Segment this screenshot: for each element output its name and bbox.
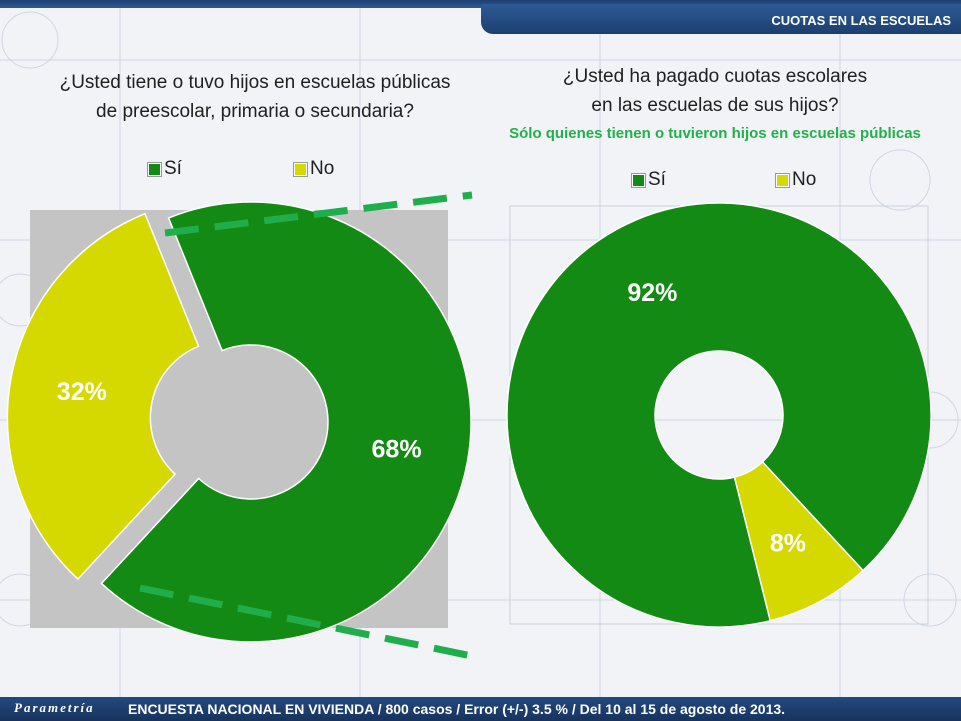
connector-line-top [164,191,473,237]
right-legend-yes-label: Sí [648,169,666,190]
connector-line-bottom [139,584,473,660]
right-chart-slice-yes [506,202,932,628]
left-chart-slice-yes [100,201,472,643]
left-legend-yes: Sí [148,158,182,180]
right-question-line-2: en las escuelas de sus hijos? [591,95,839,116]
right-subtitle: Sólo quienes tienen o tuvieron hijos en … [509,125,921,142]
right-chart-label-no: 8% [770,530,806,558]
footer-brand-logo: Parametría [14,700,95,715]
left-legend-no-label: No [310,158,335,179]
left-question: ¿Usted tiene o tuvo hijos en escuelas pú… [20,68,490,126]
legend-swatch-no [294,162,307,176]
left-chart-label-yes: 68% [372,436,422,464]
left-legend-yes-label: Sí [164,158,182,179]
left-chart-label-no: 32% [57,378,107,406]
right-legend-no-label: No [792,169,817,190]
right-donut-chart: 92% 8% [506,202,932,628]
legend-swatch-yes [632,173,645,187]
top-accent-bar [0,0,961,8]
left-legend-no: No [294,158,334,180]
right-question-line-1: ¿Usted ha pagado cuotas escolares [562,66,868,87]
left-donut-chart: 68% 32% [6,201,472,643]
left-question-line-1: ¿Usted tiene o tuvo hijos en escuelas pú… [59,72,451,93]
right-legend-yes: Sí [632,169,666,191]
footer-bar: Parametría ENCUESTA NACIONAL EN VIVIENDA… [0,697,961,721]
title-tab: CUOTAS EN LAS ESCUELAS [481,4,961,34]
right-question: ¿Usted ha pagado cuotas escolares en las… [485,62,945,120]
legend-swatch-no [776,173,789,187]
left-chart-slice-no [6,212,200,581]
footer-text: ENCUESTA NACIONAL EN VIVIENDA / 800 caso… [128,701,786,717]
right-chart-label-yes: 92% [627,279,677,307]
left-question-line-2: de preescolar, primaria o secundaria? [96,101,414,122]
right-legend-no: No [776,169,816,191]
right-chart-slice-no [733,460,865,622]
page-title: CUOTAS EN LAS ESCUELAS [771,13,951,28]
legend-swatch-yes [148,162,161,176]
